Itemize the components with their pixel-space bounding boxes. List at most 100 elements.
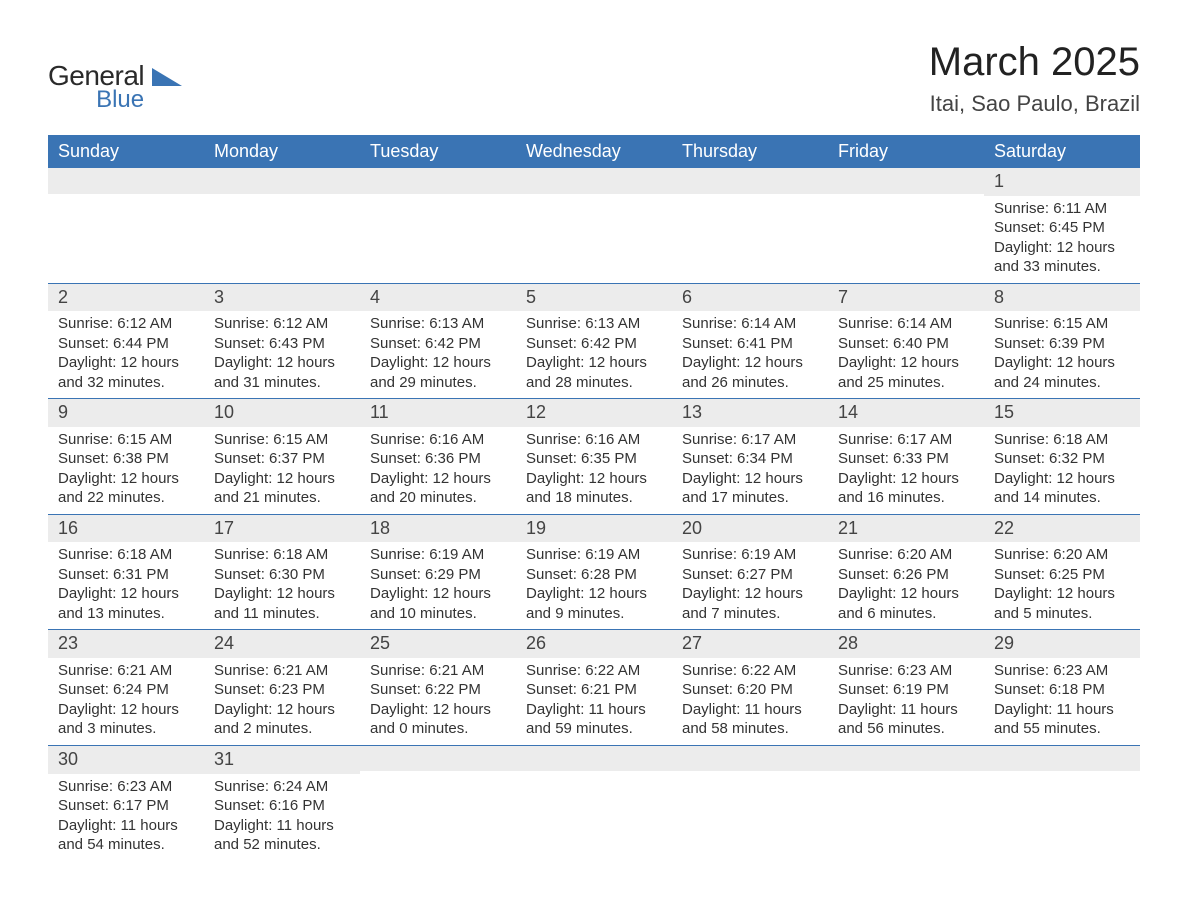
day-details: Sunrise: 6:24 AMSunset: 6:16 PMDaylight:… — [204, 774, 360, 861]
calendar-cell: 31Sunrise: 6:24 AMSunset: 6:16 PMDayligh… — [204, 745, 360, 861]
sunrise-line: Sunrise: 6:15 AM — [994, 314, 1130, 334]
day-details: Sunrise: 6:19 AMSunset: 6:28 PMDaylight:… — [516, 542, 672, 629]
sunset-line: Sunset: 6:35 PM — [526, 449, 662, 469]
calendar-cell: 12Sunrise: 6:16 AMSunset: 6:35 PMDayligh… — [516, 398, 672, 514]
sunrise-line: Sunrise: 6:14 AM — [682, 314, 818, 334]
calendar-cell: 10Sunrise: 6:15 AMSunset: 6:37 PMDayligh… — [204, 398, 360, 514]
calendar-cell: 5Sunrise: 6:13 AMSunset: 6:42 PMDaylight… — [516, 283, 672, 399]
calendar-cell: 26Sunrise: 6:22 AMSunset: 6:21 PMDayligh… — [516, 629, 672, 745]
sunset-line: Sunset: 6:25 PM — [994, 565, 1130, 585]
day-number: 25 — [360, 629, 516, 658]
calendar-cell: 17Sunrise: 6:18 AMSunset: 6:30 PMDayligh… — [204, 514, 360, 630]
day-details: Sunrise: 6:13 AMSunset: 6:42 PMDaylight:… — [360, 311, 516, 398]
day-number: 30 — [48, 745, 204, 774]
calendar-header: SundayMondayTuesdayWednesdayThursdayFrid… — [48, 135, 1140, 168]
day-details: Sunrise: 6:23 AMSunset: 6:17 PMDaylight:… — [48, 774, 204, 861]
sunrise-line: Sunrise: 6:13 AM — [370, 314, 506, 334]
calendar-cell: 11Sunrise: 6:16 AMSunset: 6:36 PMDayligh… — [360, 398, 516, 514]
calendar-cell: 30Sunrise: 6:23 AMSunset: 6:17 PMDayligh… — [48, 745, 204, 861]
daylight-line: Daylight: 12 hours and 2 minutes. — [214, 700, 350, 739]
calendar-cell: 1Sunrise: 6:11 AMSunset: 6:45 PMDaylight… — [984, 168, 1140, 283]
sunrise-line: Sunrise: 6:20 AM — [994, 545, 1130, 565]
weekday-header: Wednesday — [516, 135, 672, 168]
calendar-cell: 19Sunrise: 6:19 AMSunset: 6:28 PMDayligh… — [516, 514, 672, 630]
day-number: 13 — [672, 398, 828, 427]
calendar-body: 1Sunrise: 6:11 AMSunset: 6:45 PMDaylight… — [48, 168, 1140, 861]
day-details: Sunrise: 6:12 AMSunset: 6:43 PMDaylight:… — [204, 311, 360, 398]
day-details: Sunrise: 6:15 AMSunset: 6:37 PMDaylight:… — [204, 427, 360, 514]
day-details: Sunrise: 6:20 AMSunset: 6:25 PMDaylight:… — [984, 542, 1140, 629]
sunrise-line: Sunrise: 6:15 AM — [214, 430, 350, 450]
calendar-cell: 29Sunrise: 6:23 AMSunset: 6:18 PMDayligh… — [984, 629, 1140, 745]
sunrise-line: Sunrise: 6:20 AM — [838, 545, 974, 565]
sunset-line: Sunset: 6:29 PM — [370, 565, 506, 585]
daylight-line: Daylight: 12 hours and 10 minutes. — [370, 584, 506, 623]
sunset-line: Sunset: 6:21 PM — [526, 680, 662, 700]
day-number — [516, 168, 672, 194]
day-number: 7 — [828, 283, 984, 312]
calendar-cell — [672, 168, 828, 283]
title-block: March 2025 Itai, Sao Paulo, Brazil — [929, 40, 1140, 117]
calendar-cell — [360, 168, 516, 283]
sunrise-line: Sunrise: 6:22 AM — [682, 661, 818, 681]
sunset-line: Sunset: 6:27 PM — [682, 565, 818, 585]
calendar-cell — [828, 745, 984, 861]
sunrise-line: Sunrise: 6:24 AM — [214, 777, 350, 797]
calendar-cell: 23Sunrise: 6:21 AMSunset: 6:24 PMDayligh… — [48, 629, 204, 745]
weekday-header: Sunday — [48, 135, 204, 168]
day-details: Sunrise: 6:22 AMSunset: 6:20 PMDaylight:… — [672, 658, 828, 745]
logo: General Blue — [48, 60, 182, 114]
day-number: 5 — [516, 283, 672, 312]
day-details: Sunrise: 6:18 AMSunset: 6:32 PMDaylight:… — [984, 427, 1140, 514]
sunrise-line: Sunrise: 6:12 AM — [58, 314, 194, 334]
day-number — [360, 745, 516, 771]
sunrise-line: Sunrise: 6:13 AM — [526, 314, 662, 334]
calendar-cell: 21Sunrise: 6:20 AMSunset: 6:26 PMDayligh… — [828, 514, 984, 630]
weekday-header: Thursday — [672, 135, 828, 168]
calendar-cell: 18Sunrise: 6:19 AMSunset: 6:29 PMDayligh… — [360, 514, 516, 630]
sunrise-line: Sunrise: 6:16 AM — [370, 430, 506, 450]
sunset-line: Sunset: 6:37 PM — [214, 449, 350, 469]
daylight-line: Daylight: 11 hours and 59 minutes. — [526, 700, 662, 739]
day-details: Sunrise: 6:13 AMSunset: 6:42 PMDaylight:… — [516, 311, 672, 398]
daylight-line: Daylight: 11 hours and 52 minutes. — [214, 816, 350, 855]
day-details — [828, 194, 984, 270]
sunset-line: Sunset: 6:19 PM — [838, 680, 974, 700]
weekday-header: Monday — [204, 135, 360, 168]
daylight-line: Daylight: 11 hours and 55 minutes. — [994, 700, 1130, 739]
calendar-cell: 3Sunrise: 6:12 AMSunset: 6:43 PMDaylight… — [204, 283, 360, 399]
day-number: 2 — [48, 283, 204, 312]
day-number: 24 — [204, 629, 360, 658]
calendar-cell: 6Sunrise: 6:14 AMSunset: 6:41 PMDaylight… — [672, 283, 828, 399]
day-number: 21 — [828, 514, 984, 543]
day-details: Sunrise: 6:16 AMSunset: 6:36 PMDaylight:… — [360, 427, 516, 514]
calendar-cell: 20Sunrise: 6:19 AMSunset: 6:27 PMDayligh… — [672, 514, 828, 630]
sunrise-line: Sunrise: 6:21 AM — [370, 661, 506, 681]
daylight-line: Daylight: 11 hours and 56 minutes. — [838, 700, 974, 739]
header: General Blue March 2025 Itai, Sao Paulo,… — [48, 40, 1140, 117]
weekday-header: Friday — [828, 135, 984, 168]
sunset-line: Sunset: 6:33 PM — [838, 449, 974, 469]
day-number: 17 — [204, 514, 360, 543]
day-details — [828, 771, 984, 847]
day-number: 23 — [48, 629, 204, 658]
day-number — [672, 745, 828, 771]
day-details: Sunrise: 6:18 AMSunset: 6:30 PMDaylight:… — [204, 542, 360, 629]
daylight-line: Daylight: 12 hours and 28 minutes. — [526, 353, 662, 392]
day-number: 4 — [360, 283, 516, 312]
calendar-cell: 27Sunrise: 6:22 AMSunset: 6:20 PMDayligh… — [672, 629, 828, 745]
day-number: 10 — [204, 398, 360, 427]
sunset-line: Sunset: 6:23 PM — [214, 680, 350, 700]
sunset-line: Sunset: 6:42 PM — [370, 334, 506, 354]
sunset-line: Sunset: 6:31 PM — [58, 565, 194, 585]
day-number — [360, 168, 516, 194]
sunrise-line: Sunrise: 6:14 AM — [838, 314, 974, 334]
daylight-line: Daylight: 12 hours and 13 minutes. — [58, 584, 194, 623]
daylight-line: Daylight: 12 hours and 6 minutes. — [838, 584, 974, 623]
calendar-cell: 24Sunrise: 6:21 AMSunset: 6:23 PMDayligh… — [204, 629, 360, 745]
day-number: 19 — [516, 514, 672, 543]
day-details — [516, 194, 672, 270]
sunrise-line: Sunrise: 6:23 AM — [994, 661, 1130, 681]
day-details: Sunrise: 6:17 AMSunset: 6:34 PMDaylight:… — [672, 427, 828, 514]
sunrise-line: Sunrise: 6:19 AM — [682, 545, 818, 565]
